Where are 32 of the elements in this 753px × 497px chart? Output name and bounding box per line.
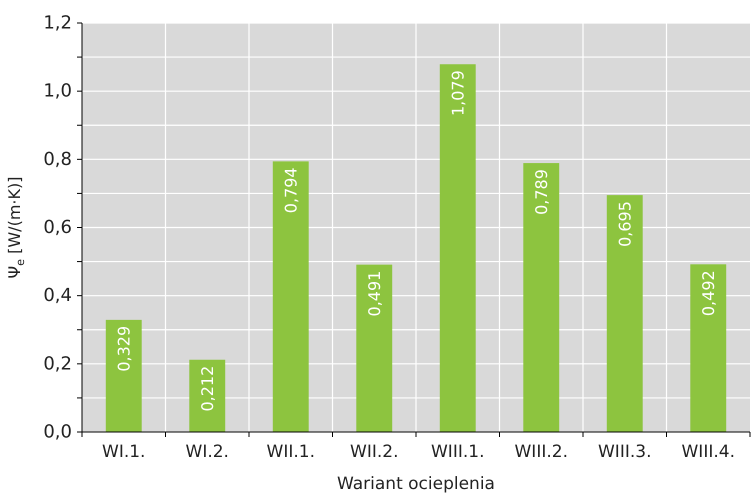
y-tick-label: 0,2 bbox=[43, 353, 72, 374]
data-label: 0,794 bbox=[281, 167, 300, 214]
bar bbox=[106, 320, 142, 432]
x-tick-label: WII.2. bbox=[350, 442, 398, 462]
y-tick-label: 0,6 bbox=[43, 217, 72, 238]
data-label: 0,492 bbox=[698, 270, 718, 316]
bar bbox=[523, 163, 560, 432]
x-tick-label: WIII.3. bbox=[598, 442, 652, 462]
bar bbox=[440, 64, 476, 432]
x-axis-title: Wariant ocieplenia bbox=[337, 474, 495, 494]
data-label: 0,491 bbox=[364, 270, 384, 316]
data-label: 0,695 bbox=[615, 201, 634, 247]
bar bbox=[690, 264, 726, 432]
bar bbox=[606, 195, 643, 432]
data-label: 1,079 bbox=[448, 70, 468, 116]
data-label: 0,329 bbox=[114, 326, 134, 372]
y-tick-label: 0,0 bbox=[43, 422, 72, 442]
y-tick-label: 1,2 bbox=[43, 12, 72, 34]
data-label: 0,212 bbox=[198, 366, 217, 412]
y-tick-label: 0,8 bbox=[43, 148, 72, 170]
x-tick-label: WIII.2. bbox=[514, 442, 568, 462]
x-tick-label: WI.1. bbox=[102, 442, 146, 462]
data-label: 0,789 bbox=[532, 169, 551, 215]
bar bbox=[272, 161, 309, 432]
bar bbox=[356, 264, 392, 432]
x-tick-label: WIII.4. bbox=[682, 442, 735, 462]
bar bbox=[189, 360, 226, 432]
x-tick-label: WIII.1. bbox=[431, 442, 484, 462]
y-tick-label: 1,0 bbox=[43, 80, 72, 102]
x-tick-label: WII.1. bbox=[266, 442, 315, 462]
x-tick-label: WI.2. bbox=[186, 442, 229, 462]
y-tick-label: 0,4 bbox=[43, 285, 72, 306]
